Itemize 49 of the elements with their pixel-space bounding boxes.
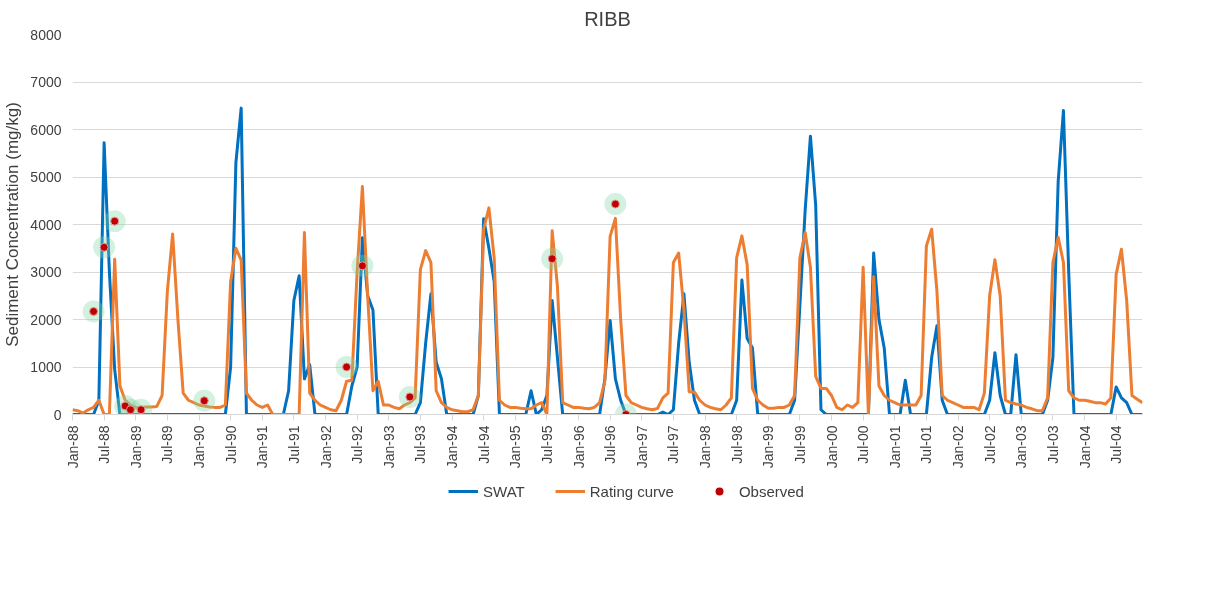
y-tick-label: 7000 xyxy=(30,74,62,90)
x-tick-label: Jul-04 xyxy=(1108,425,1125,464)
x-tick-label: Jan-98 xyxy=(697,425,714,469)
x-tick-label: Jan-88 xyxy=(64,425,81,469)
x-tick-label: Jul-89 xyxy=(159,425,176,464)
x-tick-label: Jul-01 xyxy=(918,425,935,464)
y-tick-label: 1000 xyxy=(30,359,62,375)
x-tick-label: Jan-96 xyxy=(570,425,587,469)
x-tick-label: Jan-95 xyxy=(507,425,524,469)
x-tick-label: Jan-90 xyxy=(191,425,207,469)
line-series xyxy=(72,185,1143,415)
y-tick-label: 6000 xyxy=(30,121,62,138)
legend-label: Observed xyxy=(738,482,804,500)
x-tick-label: Jan-94 xyxy=(444,425,461,469)
x-tick-label: Jul-00 xyxy=(855,425,872,464)
y-tick-label: 4000 xyxy=(30,216,62,233)
y-tick-label: 3000 xyxy=(30,264,62,280)
x-tick-label: Jan-91 xyxy=(254,425,271,469)
x-tick-label: Jul-03 xyxy=(1044,425,1061,464)
x-tick-label: Jul-88 xyxy=(96,425,113,464)
x-tick-label: Jan-04 xyxy=(1076,425,1093,469)
x-tick-label: Jul-94 xyxy=(475,425,492,464)
y-axis-title: Sediment Concentration (mg/kg) xyxy=(3,102,23,347)
x-tick-label: Jan-92 xyxy=(317,425,334,469)
x-tick-label: Jul-97 xyxy=(665,425,682,464)
x-tick-label: Jul-91 xyxy=(285,425,302,464)
x-tick-label: Jul-96 xyxy=(602,425,619,464)
legend-label: SWAT xyxy=(483,482,525,500)
x-tick-label: Jan-01 xyxy=(886,425,903,469)
x-tick-label: Jan-99 xyxy=(760,425,777,469)
x-tick-label: Jul-95 xyxy=(538,425,555,464)
legend-label: Rating curve xyxy=(589,482,674,500)
x-tick-label: Jul-02 xyxy=(981,425,998,464)
x-tick-label: Jul-93 xyxy=(412,425,429,464)
x-tick-label: Jan-00 xyxy=(823,425,840,469)
x-tick-label: Jan-97 xyxy=(633,425,650,469)
x-tick-label: Jan-03 xyxy=(1013,425,1030,469)
x-tick-label: Jul-90 xyxy=(222,425,239,464)
x-tick-label: Jul-92 xyxy=(349,425,366,464)
x-tick-label: Jan-89 xyxy=(127,425,144,469)
x-tick-label: Jul-98 xyxy=(728,425,745,464)
x-tick-label: Jul-99 xyxy=(791,425,808,464)
y-tick-label: 0 xyxy=(53,406,62,423)
y-tick-label: 2000 xyxy=(30,311,62,328)
y-tick-label: 8000 xyxy=(30,26,62,43)
x-tick-label: Jan-02 xyxy=(950,425,967,469)
x-tick-label: Jan-93 xyxy=(380,425,397,469)
y-tick-label: 5000 xyxy=(30,169,62,185)
chart-title: RIBB xyxy=(584,7,631,30)
